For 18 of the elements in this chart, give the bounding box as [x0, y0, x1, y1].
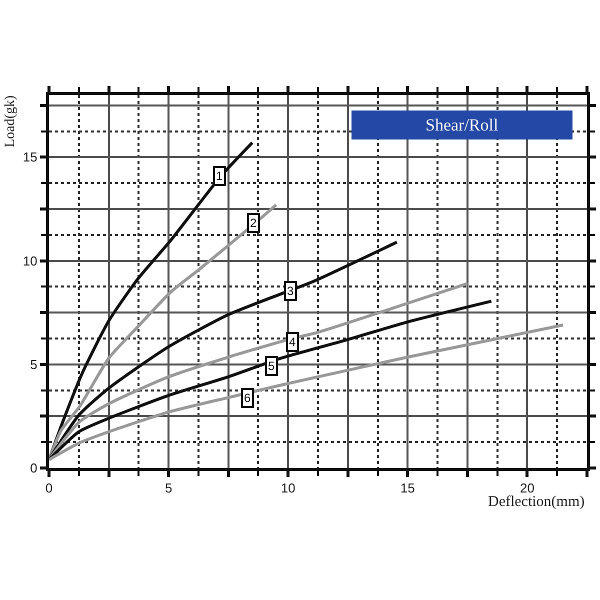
y-tick-label: 5 [30, 356, 38, 372]
y-tick-label: 15 [22, 150, 38, 165]
x-tick-label: 15 [400, 480, 415, 496]
y-tick-label: 0 [30, 460, 38, 476]
annotation: 2 [250, 216, 257, 230]
text: Shear/Roll [426, 116, 498, 134]
y-axis-title: Load(gk) [3, 94, 18, 148]
x-tick-label: 10 [280, 480, 296, 496]
x-axis-title: Deflection(mm) [488, 494, 585, 510]
annotation: 5 [268, 359, 275, 373]
x-tick-label: 5 [164, 480, 172, 496]
annotation: 1 [216, 169, 223, 183]
x-tick-label: 20 [520, 480, 534, 496]
annotation: 4 [289, 335, 296, 349]
x-tick-label: 0 [45, 480, 53, 496]
annotation: 6 [244, 391, 251, 405]
annotation: 3 [287, 284, 294, 298]
y-tick-label: 10 [22, 253, 38, 268]
